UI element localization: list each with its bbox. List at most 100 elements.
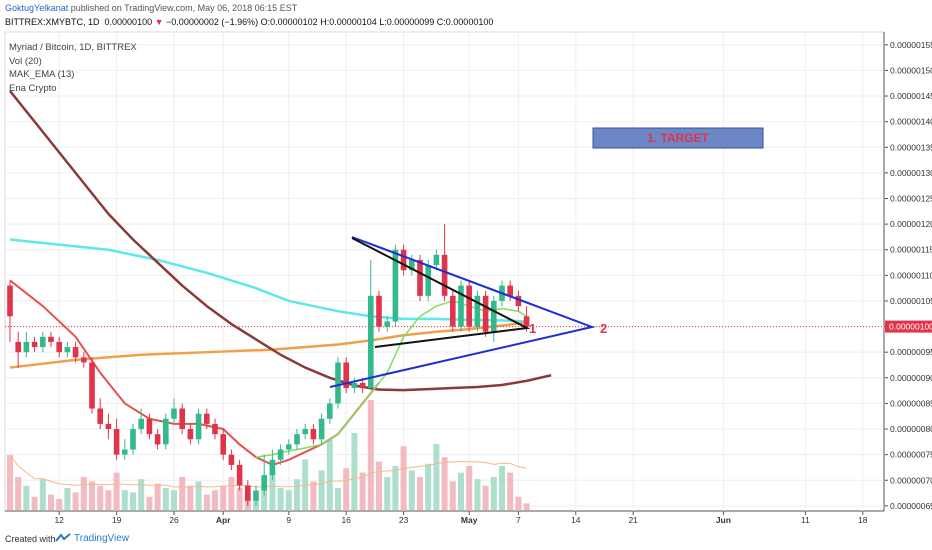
candle-body (253, 490, 259, 501)
price-tick-label: 0.00000110 (890, 270, 932, 280)
volume-bar (490, 477, 497, 510)
volume-ma-line (9, 454, 527, 488)
candle-body (228, 454, 235, 465)
tradingview-link[interactable]: TradingView (55, 533, 129, 544)
price-tick-label: 0.00000065 (890, 501, 932, 511)
volume-bar (162, 488, 169, 510)
ma-cyan-line (9, 238, 527, 323)
candle-body (113, 429, 120, 455)
candle-body (392, 249, 399, 322)
candle-body (409, 259, 415, 271)
price-tick-label: 0.00000080 (890, 424, 932, 434)
volume-bar (23, 485, 30, 510)
volume-bar (97, 485, 104, 510)
legend-symbol[interactable]: Myriad / Bitcoin, 1D, BITTREX (9, 42, 137, 53)
candle-body (89, 362, 95, 409)
legend-ema[interactable]: MAK_EMA (13) (9, 69, 75, 81)
time-tick-label: 11 (801, 515, 810, 525)
ohlc-values: O:0.00000102 H:0.00000104 L:0.00000099 C… (260, 17, 494, 27)
candle-body (523, 316, 530, 327)
candle-body (425, 265, 431, 296)
volume-bar (515, 496, 522, 510)
volume-bar (499, 466, 505, 510)
price-tick-label: 0.00000075 (890, 450, 932, 460)
point-2-label: 2 (600, 321, 607, 336)
candle-body (327, 403, 333, 419)
footer: Created with TradingView (0, 530, 932, 550)
volume-bar (113, 472, 120, 510)
point-1-label: 1 (529, 321, 536, 336)
price-tick-label: 0.00000155 (890, 40, 932, 50)
volume-bar (408, 470, 415, 510)
volume-bar (48, 494, 54, 510)
volume-bar (384, 477, 391, 510)
candle-body (277, 449, 284, 460)
candle-body (64, 347, 71, 353)
candle-body (343, 362, 349, 389)
candle-body (515, 295, 522, 307)
candle-body (130, 429, 136, 450)
volume-bar (212, 490, 218, 510)
price-tick-label: 0.00000105 (890, 296, 932, 306)
volume-bar (359, 472, 366, 510)
ma-brown-line (9, 90, 552, 392)
candle-body (474, 295, 481, 327)
volume-bar (121, 490, 128, 510)
volume-bar (392, 466, 399, 510)
candle-body (179, 408, 185, 430)
candle-body (384, 321, 390, 327)
candle-body (269, 459, 276, 476)
volume-bar (64, 488, 71, 510)
time-tick-label: 18 (858, 515, 868, 525)
candle-body (97, 408, 103, 424)
legend-volume[interactable]: Vol (20) (9, 55, 42, 67)
target-label: 1. TARGET (647, 131, 709, 145)
candle-body (220, 434, 226, 455)
candle-body (154, 434, 161, 445)
created-with-label: Created with (5, 534, 56, 544)
candle-body (491, 300, 497, 332)
price-tick-label: 0.00000085 (890, 398, 932, 408)
volume-bar (441, 457, 448, 510)
volume-bar (154, 483, 161, 510)
candle-body (376, 295, 382, 327)
volume-bar (318, 470, 325, 510)
volume-bar (482, 485, 489, 510)
volume-bar (261, 483, 268, 510)
symbol-info: BITTREX:XMYBTC, 1D 0.00000100 ▼ −0.00000… (5, 17, 493, 27)
candle-body (245, 485, 251, 501)
candle-body (335, 362, 341, 404)
candle-body (23, 341, 30, 353)
price-tick-label: 0.00000120 (890, 219, 932, 229)
candle-body (417, 259, 423, 296)
price-tick-label: 0.00000070 (890, 475, 932, 485)
indicator-legend: Myriad / Bitcoin, 1D, BITTREX Vol (20) M… (9, 41, 137, 95)
candle-body (433, 254, 440, 266)
candle-body (450, 295, 456, 327)
volume-bar (310, 481, 317, 510)
volume-bar (179, 477, 186, 510)
volume-bar (15, 477, 22, 510)
volume-bar (400, 446, 407, 510)
candle-body (146, 418, 153, 435)
candle-body (294, 434, 300, 445)
volume-bar (458, 472, 464, 510)
volume-bar (417, 477, 423, 510)
time-tick-label: 16 (341, 515, 351, 525)
candle-body (261, 475, 267, 491)
candle-body (368, 295, 374, 389)
time-tick-label: Apr (216, 515, 231, 525)
time-tick-label: 12 (54, 515, 64, 525)
volume-bar (326, 439, 333, 510)
legend-ena-crypto[interactable]: Ena Crypto (9, 82, 57, 94)
volume-bar (269, 474, 276, 510)
target-box (592, 127, 764, 149)
candle-body (212, 423, 218, 435)
volume-bar (376, 461, 382, 510)
candle-body (81, 357, 87, 363)
symbol-name: BITTREX:XMYBTC, 1D (5, 17, 100, 27)
candle-body (163, 418, 169, 445)
black-triangle-lines (351, 237, 531, 348)
author-link[interactable]: GoktugYelkanat (5, 3, 69, 13)
